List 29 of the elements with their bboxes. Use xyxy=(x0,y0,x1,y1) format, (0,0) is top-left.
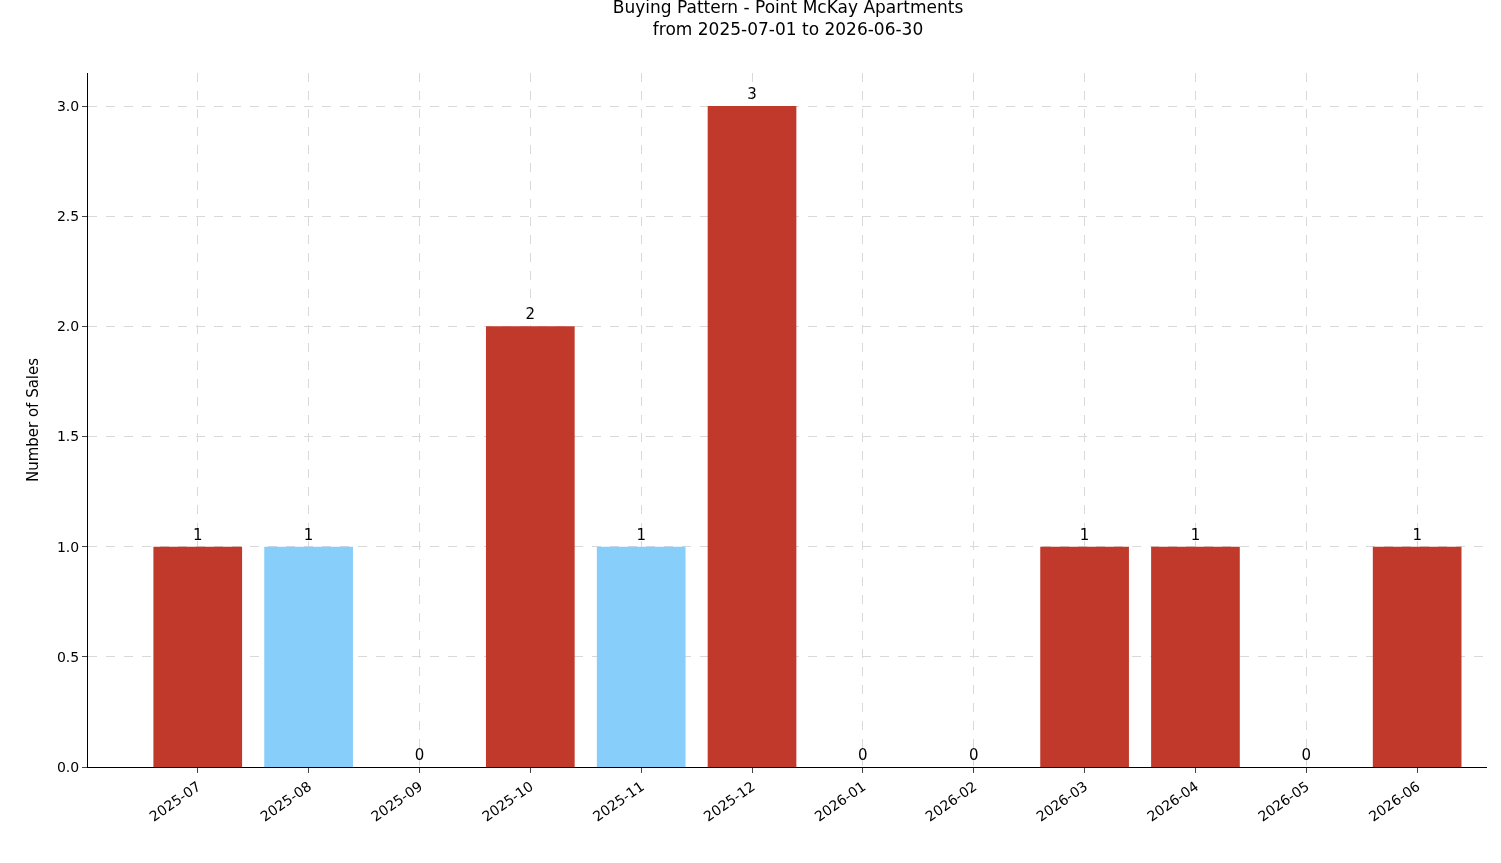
y-tick-label: 2.0 xyxy=(56,318,80,335)
y-tick-label: 1.0 xyxy=(56,538,80,555)
bar xyxy=(485,326,575,767)
data-label: 2 xyxy=(525,305,536,324)
data-label: 0 xyxy=(414,746,425,764)
data-label: 0 xyxy=(1301,746,1312,764)
chart-title: Buying Pattern - Point McKay Apartments from 2025-07-01 to 2026-06-30 xyxy=(612,0,964,40)
data-label: 1 xyxy=(192,525,203,544)
data-label: 1 xyxy=(1412,525,1422,544)
y-tick-label: 3.0 xyxy=(56,97,80,114)
bar xyxy=(1372,546,1462,767)
bar xyxy=(707,106,797,767)
y-tick-label: 0.0 xyxy=(56,758,80,775)
data-label: 1 xyxy=(303,525,314,544)
data-label: 1 xyxy=(1190,525,1201,544)
data-label: 1 xyxy=(1079,525,1090,544)
bar xyxy=(596,546,686,767)
data-label: 3 xyxy=(747,85,757,104)
data-label: 0 xyxy=(968,746,979,764)
data-label: 1 xyxy=(636,525,646,544)
y-tick-label: 2.5 xyxy=(56,208,80,225)
bar xyxy=(1151,546,1240,767)
bar xyxy=(1040,546,1129,767)
bar xyxy=(153,546,243,767)
y-tick-label: 0.5 xyxy=(56,648,80,665)
bar xyxy=(264,546,353,767)
y-axis-title: Number of Sales xyxy=(24,357,43,483)
y-tick-label: 1.5 xyxy=(56,428,80,445)
data-label: 0 xyxy=(858,746,868,764)
